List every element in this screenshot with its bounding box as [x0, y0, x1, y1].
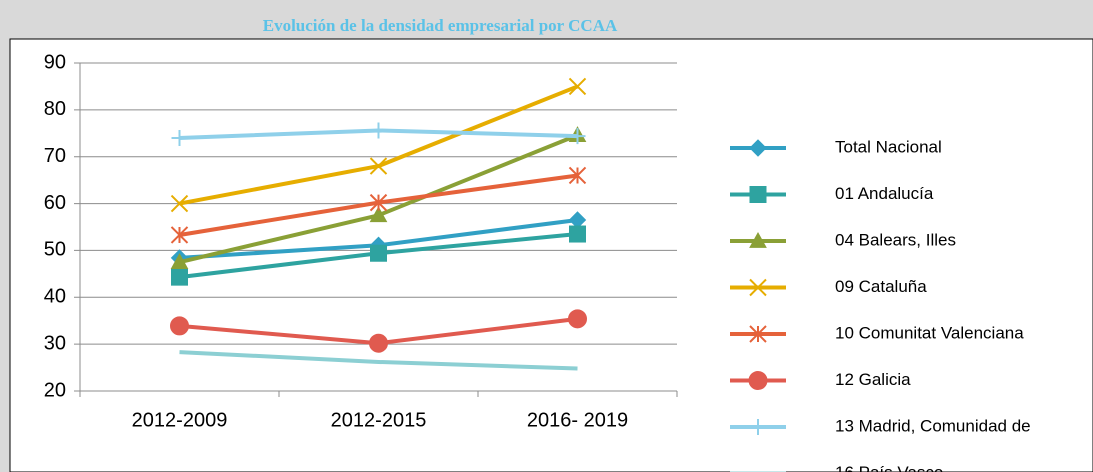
data-point: [170, 226, 189, 244]
legend-label: 16 País Vasco: [835, 463, 943, 472]
legend-marker: [750, 419, 766, 435]
legend-marker: [749, 231, 767, 248]
x-tick-label: 2016- 2019: [527, 409, 628, 431]
data-point: [568, 166, 587, 185]
data-point: [369, 157, 388, 175]
data-point: [170, 194, 189, 213]
data-point: [369, 206, 388, 223]
legend-marker: [749, 139, 767, 157]
legend-label: 12 Galicia: [835, 370, 911, 389]
x-tick-label: 2012-2009: [132, 409, 228, 431]
y-tick-label: 50: [44, 239, 66, 261]
data-point: [171, 129, 188, 146]
legend-label: 01 Andalucía: [835, 184, 934, 203]
data-point: [170, 253, 189, 270]
y-tick-label: 40: [44, 286, 66, 308]
data-point: [370, 122, 387, 139]
legend-label: Total Nacional: [835, 137, 942, 156]
y-tick-label: 90: [44, 51, 66, 73]
data-point: [170, 316, 189, 336]
data-point: [369, 193, 388, 212]
legend-label: 10 Comunitat Valenciana: [835, 323, 1024, 342]
data-point: [568, 309, 587, 329]
y-tick-label: 80: [44, 98, 66, 120]
x-tick-label: 2012-2015: [331, 409, 427, 431]
legend-marker: [749, 278, 767, 297]
legend-marker: [749, 325, 767, 343]
data-point: [569, 225, 586, 243]
legend-label: 04 Balears, Illes: [835, 230, 956, 249]
chart-panel: [9, 38, 1093, 472]
data-point: [370, 244, 387, 262]
y-tick-label: 60: [44, 192, 66, 214]
legend-marker: [749, 186, 767, 203]
data-point: [369, 333, 388, 353]
series-line: [179, 350, 578, 371]
data-point: [568, 77, 587, 96]
y-tick-label: 20: [44, 379, 66, 401]
chart-title: Evolución de la densidad empresarial por…: [263, 16, 618, 35]
legend-label: 09 Cataluña: [835, 277, 927, 296]
legend-marker: [748, 371, 768, 390]
data-point: [569, 128, 586, 145]
legend-label: 13 Madrid, Comunidad de: [835, 416, 1031, 435]
y-tick-label: 30: [44, 332, 66, 354]
data-point: [171, 268, 188, 286]
y-tick-label: 70: [44, 145, 66, 167]
